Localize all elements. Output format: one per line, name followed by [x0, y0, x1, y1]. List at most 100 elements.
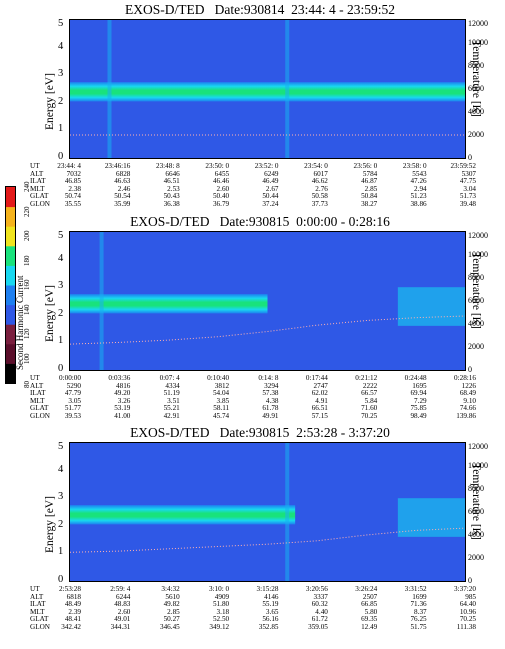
info-cell: 4.91	[315, 396, 328, 405]
info-cell: 23:48: 8	[155, 162, 180, 170]
info-cell: 49.91	[262, 411, 279, 420]
info-cell: 0:17:44	[305, 374, 328, 382]
info-cell: 66.85	[361, 600, 378, 608]
info-cell: 57.38	[262, 389, 279, 397]
spectrogram-panel-1: EXOS-D/TED Date:930814 23:44: 4 - 23:59:…	[0, 0, 505, 212]
y2-tick-label: 0	[468, 365, 472, 374]
spectrogram-panel-3: EXOS-D/TED Date:930815 2:53:28 - 3:37:20…	[0, 423, 505, 635]
info-row-label: ILAT	[30, 600, 46, 608]
colorbar-segment	[6, 206, 15, 227]
info-cell: 48.41	[64, 615, 81, 623]
info-cell: 2747	[313, 381, 328, 390]
y2-axis-label: Temperature [K]	[470, 463, 482, 540]
y2-tick-label: 2000	[468, 553, 484, 562]
info-cell: 0:24:48	[404, 374, 427, 382]
info-cell: 3294	[264, 381, 279, 390]
info-row-ut: UT 23:44: 4 23:46:16 23:48: 8 23:50: 0 23:52:…	[30, 162, 500, 171]
info-cell: 55.21	[163, 404, 180, 412]
info-row-ilat: ILAT 47.79 49.20 51.19 54.04 57.38 62.02 66.57 6…	[30, 389, 500, 398]
info-row-label: ALT	[30, 592, 44, 601]
info-row-ut: UT 2:53:28 2:59: 4 3:4:32 3:10: 0 3:15:28 3:20…	[30, 585, 500, 594]
y-tick-label: 5	[58, 18, 64, 29]
info-cell: 23:54: 0	[304, 162, 328, 170]
y-axis-label: Energy [eV]	[44, 496, 56, 553]
info-cell: 2507	[362, 592, 378, 601]
y2-tick-label: 12000	[468, 19, 488, 28]
late-band	[397, 287, 465, 326]
info-cell: 2222	[362, 381, 378, 390]
y-tick-label: 1	[58, 335, 64, 347]
info-cell: 23:52: 0	[254, 162, 279, 170]
info-cell: 49.20	[114, 389, 131, 397]
y-tick-label: 3	[58, 491, 64, 503]
vertical-streak	[99, 232, 104, 370]
info-cell: 38.27	[361, 199, 378, 208]
info-cell: 23:50: 0	[205, 162, 230, 170]
spectrogram-canvas	[70, 20, 465, 158]
info-cell: 342.42	[61, 622, 81, 631]
colorbar-segment	[6, 187, 15, 208]
info-cell: 985	[465, 592, 476, 601]
info-cell: 69.94	[410, 389, 427, 397]
info-cell: 0:21:12	[355, 374, 378, 382]
info-cell: 37.73	[311, 199, 328, 208]
y-tick-label: 2	[58, 95, 64, 107]
info-cell: 71.36	[410, 600, 427, 608]
y-tick-label: 4	[58, 463, 64, 475]
temperature-trace	[70, 527, 465, 553]
y-tick-label: 5	[58, 441, 64, 452]
info-cell: 50.74	[64, 192, 81, 200]
info-cell: 35.99	[114, 199, 131, 208]
info-cell: 42.91	[163, 411, 180, 420]
y-tick-label: 4	[58, 40, 64, 52]
y-tick-label: 2	[58, 307, 64, 319]
info-cell: 70.25	[361, 411, 378, 420]
y-tick-label: 0	[58, 151, 64, 162]
info-row-label: MLT	[30, 607, 45, 616]
panel-title: EXOS-D/TED Date:930814 23:44: 4 - 23:59:…	[125, 2, 395, 17]
y2-tick-label: 10000	[468, 250, 488, 259]
y2-tick-label: 6000	[468, 84, 484, 93]
info-row-alt: ALT 7032 6828 6646 6455 6249 6017 5784 5543 5307	[30, 169, 500, 179]
info-cell: 3:15:28	[256, 585, 279, 593]
info-cell: 349.12	[209, 622, 230, 631]
info-cell: 50.84	[361, 192, 378, 200]
y2-axis-label: Temperature [K]	[470, 252, 482, 329]
info-cell: 4816	[116, 381, 131, 390]
info-cell: 5784	[362, 169, 378, 178]
info-cell: 352.85	[258, 622, 279, 631]
info-row-glon: GLON 39.53 41.00 42.91 45.74 49.91 57.15 70.25 9…	[30, 411, 500, 421]
info-cell: 55.19	[262, 600, 279, 608]
spectrogram-canvas	[70, 232, 465, 370]
info-cell: 64.40	[459, 600, 476, 608]
y2-tick-label: 8000	[468, 61, 484, 70]
y-tick-label: 3	[58, 280, 64, 292]
temperature-trace	[70, 315, 465, 345]
y-tick-label: 0	[58, 363, 64, 374]
colorbar-tick-label: 240	[23, 181, 31, 193]
info-cell: 23:58: 0	[402, 162, 427, 170]
y-tick-label: 5	[58, 230, 64, 241]
info-cell: 2.76	[315, 184, 328, 193]
info-row-label: ILAT	[30, 177, 46, 185]
info-cell: 39.48	[459, 199, 476, 208]
info-cell: 346.45	[159, 622, 180, 631]
info-cell: 4334	[165, 381, 180, 390]
info-cell: 46.63	[114, 177, 131, 185]
info-cell: 62.02	[311, 389, 328, 397]
info-row-ilat: ILAT 48.49 48.83 49.82 51.80 55.19 60.32 66.85 7…	[30, 600, 500, 609]
info-cell: 3:4:32	[161, 585, 180, 593]
info-cell: 68.49	[459, 389, 476, 397]
info-cell: 7032	[66, 169, 81, 178]
y2-tick-label: 2000	[468, 130, 484, 139]
info-cell: 54.04	[212, 389, 230, 397]
y-axis-label: Energy [eV]	[44, 73, 56, 130]
info-cell: 37.24	[262, 199, 279, 208]
info-cell: 51.19	[163, 389, 180, 397]
info-row-ut: UT 0:00:00 0:03:36 0:07: 4 0:10:40 0:14: 8 0:1…	[30, 374, 500, 383]
info-cell: 76.25	[410, 615, 427, 623]
info-cell: 0:00:00	[59, 374, 81, 382]
info-cell: 51.23	[410, 192, 427, 200]
info-cell: 23:44: 4	[57, 162, 81, 170]
info-cell: 23:59:52	[450, 162, 476, 170]
